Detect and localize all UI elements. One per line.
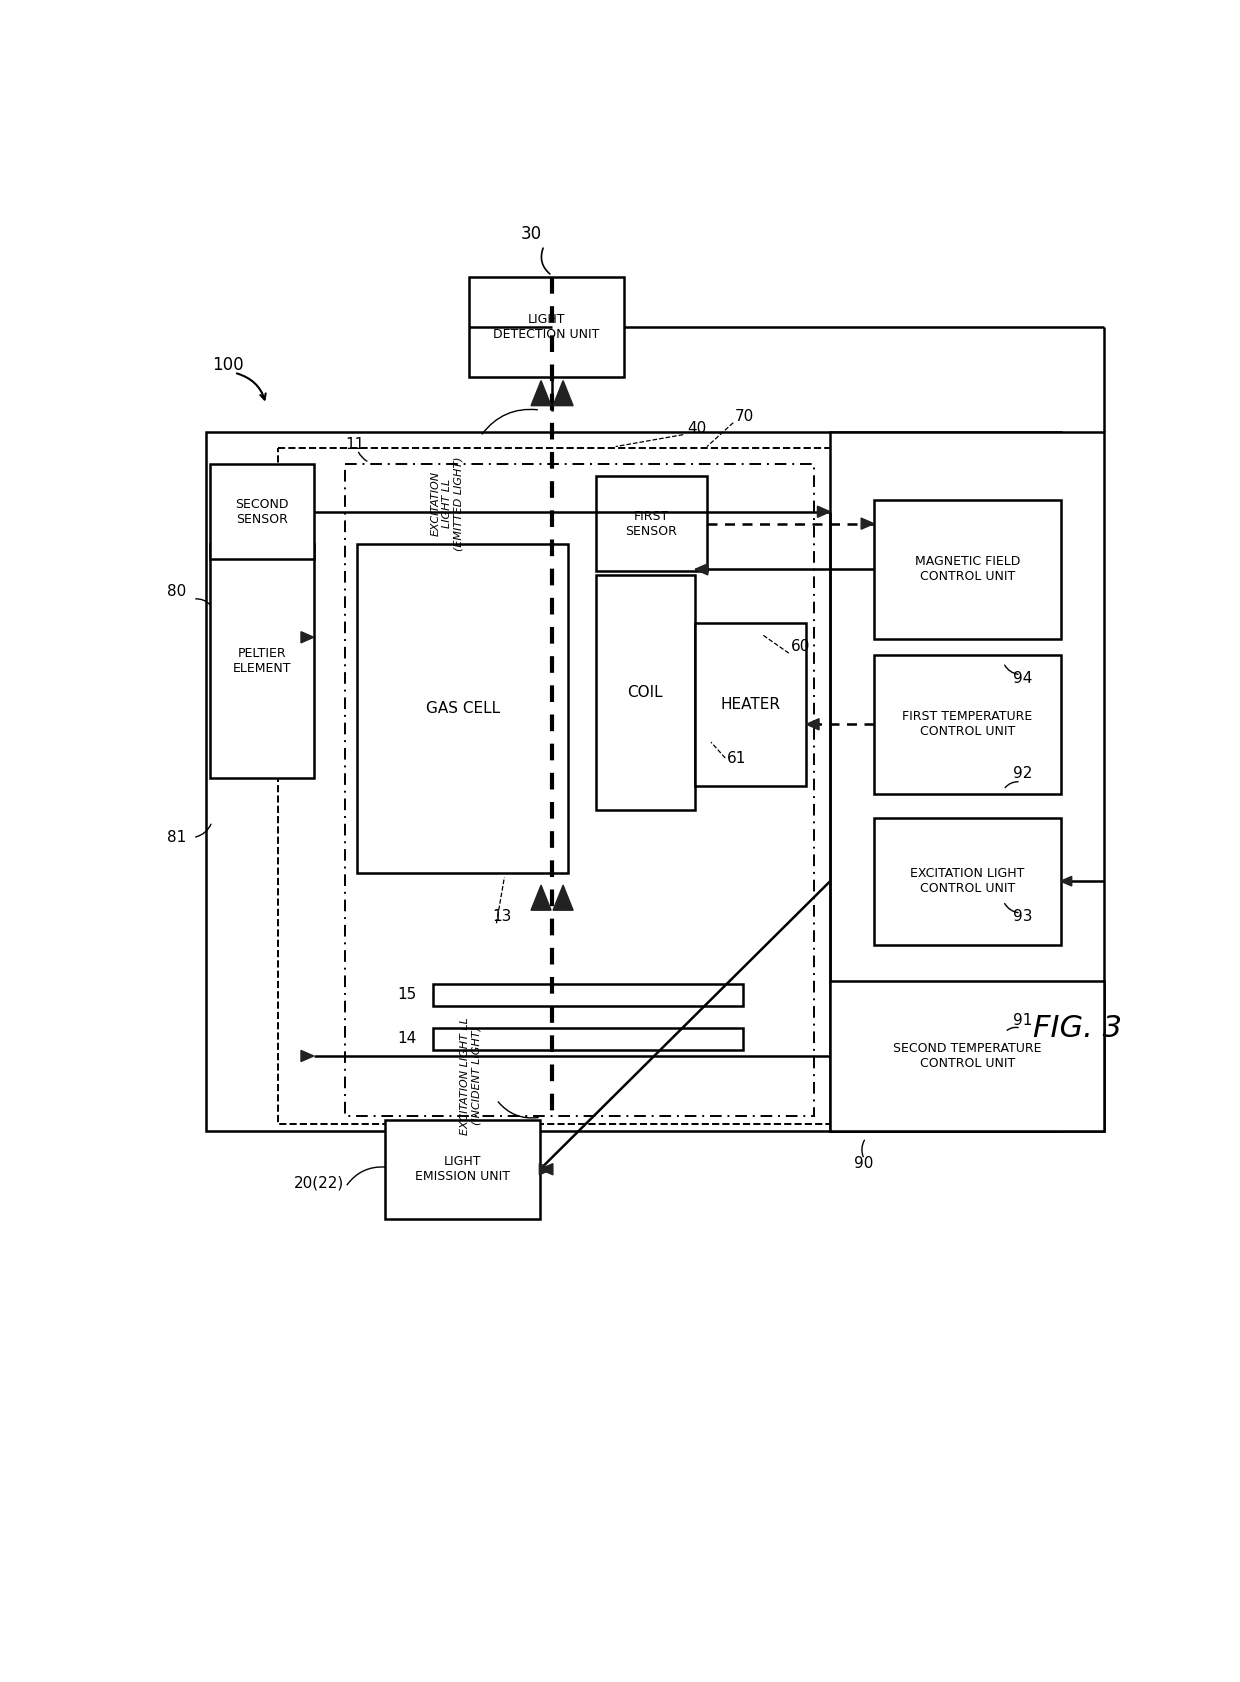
Text: 70: 70 (735, 409, 754, 424)
Text: 90: 90 (854, 1156, 873, 1171)
Text: MAGNETIC FIELD
CONTROL UNIT: MAGNETIC FIELD CONTROL UNIT (915, 555, 1021, 584)
Text: PELTIER
ELEMENT: PELTIER ELEMENT (233, 646, 291, 674)
Text: 91: 91 (1013, 1013, 1032, 1028)
Polygon shape (531, 885, 551, 910)
Bar (211, 464, 314, 560)
Polygon shape (553, 380, 573, 405)
Bar (211, 543, 314, 777)
Bar (696, 622, 806, 785)
Text: EXCITATION LIGHT
CONTROL UNIT: EXCITATION LIGHT CONTROL UNIT (910, 868, 1024, 895)
Text: EXCITATION LIGHT LL
(INCIDENT LIGHT): EXCITATION LIGHT LL (INCIDENT LIGHT) (460, 1018, 482, 1135)
Polygon shape (301, 1051, 314, 1061)
Text: SECOND
SENSOR: SECOND SENSOR (236, 498, 289, 526)
Bar (469, 278, 624, 377)
Text: LIGHT
EMISSION UNIT: LIGHT EMISSION UNIT (415, 1156, 510, 1182)
Text: COIL: COIL (627, 685, 663, 700)
Bar (433, 1028, 743, 1050)
Bar (595, 575, 696, 809)
Text: 40: 40 (687, 420, 707, 436)
Polygon shape (861, 518, 874, 530)
Text: LIGHT
DETECTION UNIT: LIGHT DETECTION UNIT (494, 313, 599, 341)
Text: 30: 30 (521, 225, 542, 242)
Bar (874, 500, 1060, 639)
Text: FIG. 3: FIG. 3 (1033, 1014, 1122, 1043)
Text: 14: 14 (398, 1031, 417, 1046)
Bar (206, 432, 1060, 1132)
Text: GAS CELL: GAS CELL (425, 701, 500, 717)
Text: 13: 13 (492, 910, 512, 925)
Polygon shape (553, 885, 573, 910)
Text: 80: 80 (167, 584, 186, 599)
Text: 20(22): 20(22) (294, 1176, 343, 1191)
Bar (357, 543, 568, 873)
Polygon shape (301, 632, 314, 643)
Bar (278, 447, 882, 1124)
Bar (346, 464, 815, 1115)
Text: FIRST TEMPERATURE
CONTROL UNIT: FIRST TEMPERATURE CONTROL UNIT (903, 710, 1033, 738)
Text: 92: 92 (1013, 767, 1032, 782)
Text: HEATER: HEATER (720, 696, 781, 711)
Bar (595, 476, 707, 572)
Bar (874, 654, 1060, 794)
Bar (874, 817, 1060, 945)
Bar (830, 981, 1105, 1132)
Polygon shape (539, 1164, 552, 1174)
Polygon shape (696, 563, 708, 575)
Text: EXCITATION
LIGHT LL
(EMITTED LIGHT): EXCITATION LIGHT LL (EMITTED LIGHT) (430, 456, 464, 552)
Polygon shape (817, 506, 830, 518)
Text: 100: 100 (212, 355, 243, 373)
Polygon shape (531, 380, 551, 405)
Polygon shape (541, 1164, 553, 1174)
Polygon shape (1060, 876, 1071, 886)
Text: 15: 15 (398, 987, 417, 1002)
Text: 60: 60 (790, 639, 810, 654)
Text: 94: 94 (1013, 671, 1032, 686)
Text: FIRST
SENSOR: FIRST SENSOR (625, 510, 677, 538)
Text: SECOND TEMPERATURE
CONTROL UNIT: SECOND TEMPERATURE CONTROL UNIT (893, 1041, 1042, 1070)
Bar (386, 1120, 541, 1219)
Text: 93: 93 (1013, 910, 1033, 925)
Bar (830, 432, 1105, 1132)
Text: 61: 61 (727, 750, 746, 765)
Polygon shape (806, 718, 820, 730)
Text: 11: 11 (346, 437, 365, 452)
Text: 81: 81 (167, 829, 186, 844)
Bar (433, 984, 743, 1006)
